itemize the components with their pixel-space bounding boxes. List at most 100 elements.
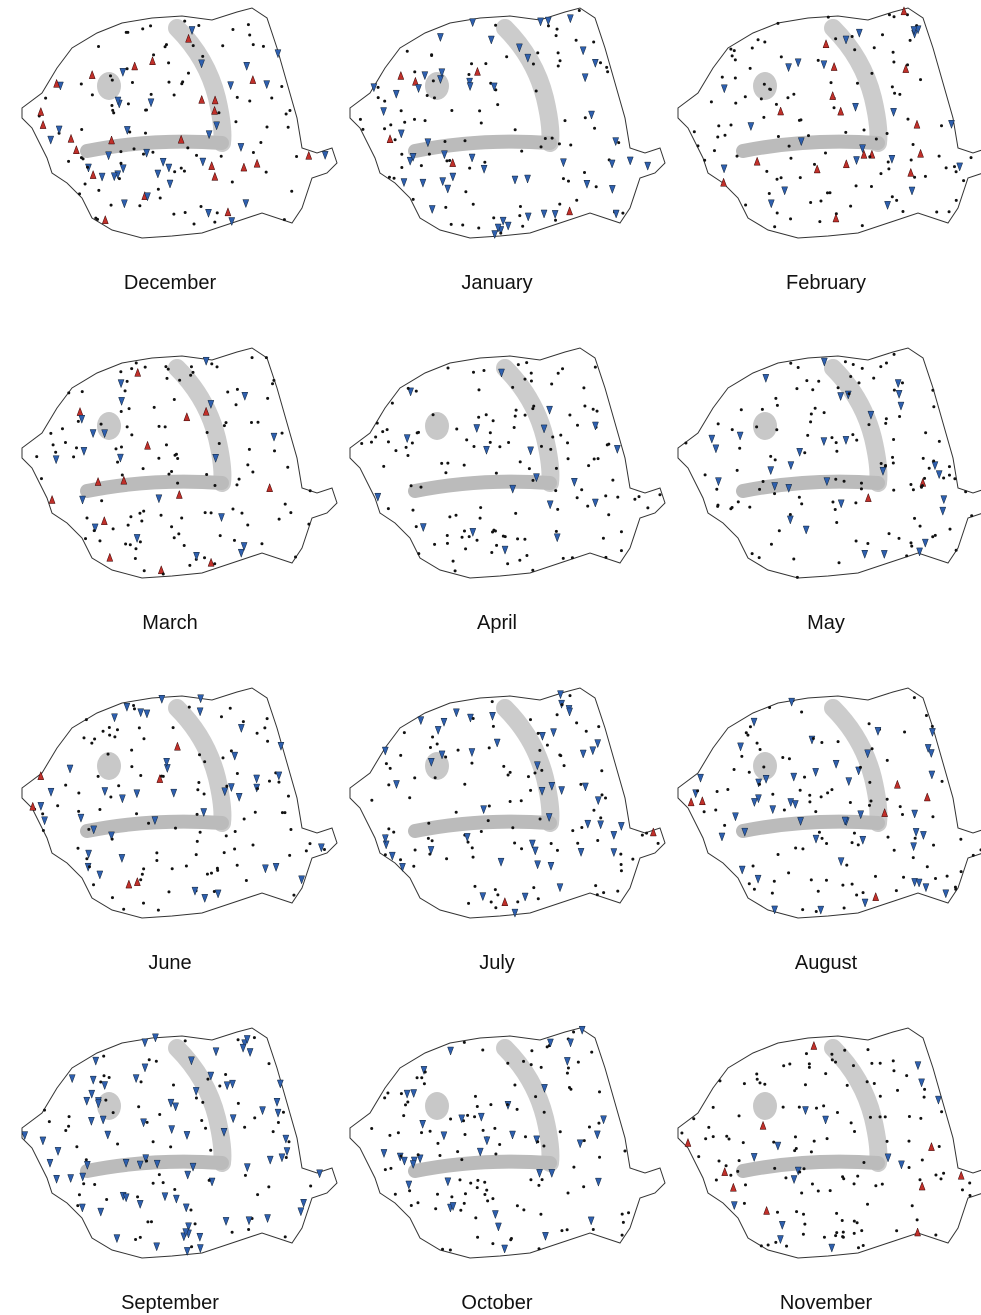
station-dot: [934, 1234, 937, 1237]
station-dot: [760, 97, 763, 100]
station-dot: [474, 1216, 477, 1219]
station-dot: [593, 457, 596, 460]
station-dot: [477, 416, 480, 419]
station-dot: [751, 552, 754, 555]
station-dot: [558, 142, 561, 145]
station-dot: [645, 832, 648, 835]
station-dot: [972, 854, 975, 857]
station-dot: [463, 1202, 466, 1205]
station-dot: [590, 1051, 593, 1054]
station-dot: [431, 839, 434, 842]
station-dot: [408, 796, 411, 799]
station-dot: [171, 867, 174, 870]
station-dot: [220, 155, 223, 158]
decrease-marker: [197, 708, 203, 716]
station-dot: [870, 185, 873, 188]
station-dot: [559, 1130, 562, 1133]
station-dot: [283, 218, 286, 221]
station-dot: [968, 1182, 971, 1185]
station-dot: [606, 443, 609, 446]
station-dot: [80, 128, 83, 131]
station-dot: [556, 28, 559, 31]
mountain: [833, 1048, 878, 1163]
station-dot: [162, 572, 165, 575]
station-dot: [133, 147, 136, 150]
station-dot: [736, 1170, 739, 1173]
station-dot: [842, 1231, 845, 1234]
panel-label: October: [461, 1292, 532, 1314]
decrease-marker: [891, 108, 897, 116]
station-dot: [725, 1135, 728, 1138]
station-dot: [383, 100, 386, 103]
decrease-marker: [594, 1131, 600, 1139]
station-dot: [226, 390, 229, 393]
station-dot: [819, 199, 822, 202]
station-dot: [789, 362, 792, 365]
station-dot: [895, 889, 898, 892]
station-dot: [759, 748, 762, 751]
station-dot: [723, 134, 726, 137]
station-dot: [605, 66, 608, 69]
station-dot: [167, 81, 170, 84]
station-dot: [100, 499, 103, 502]
station-dot: [774, 397, 777, 400]
station-dot: [910, 159, 913, 162]
station-dot: [386, 1091, 389, 1094]
increase-marker: [107, 553, 113, 561]
station-dot: [926, 865, 929, 868]
station-dot: [423, 1082, 426, 1085]
decrease-marker: [549, 1169, 555, 1177]
station-dot: [834, 1234, 837, 1237]
station-dot: [323, 848, 326, 851]
decrease-marker: [916, 879, 922, 887]
station-dot: [181, 80, 184, 83]
station-dot: [78, 192, 81, 195]
station-dot: [792, 557, 795, 560]
station-dot: [206, 873, 209, 876]
increase-marker: [924, 793, 930, 801]
increase-marker: [861, 150, 867, 158]
station-dot: [716, 135, 719, 138]
station-dot: [213, 221, 216, 224]
station-dot: [810, 878, 813, 881]
station-dot: [142, 510, 145, 513]
station-dot: [210, 511, 213, 514]
station-dot: [538, 749, 541, 752]
outline: [678, 688, 981, 918]
decrease-marker: [928, 749, 934, 757]
station-dot: [896, 1089, 899, 1092]
station-dot: [881, 33, 884, 36]
station-dot: [813, 163, 816, 166]
station-dot: [309, 489, 312, 492]
station-dot: [796, 576, 799, 579]
station-dot: [874, 1184, 877, 1187]
station-dot: [139, 1236, 142, 1239]
decrease-marker: [843, 436, 849, 444]
panel-label: May: [807, 612, 845, 634]
station-dot: [556, 508, 559, 511]
station-dot: [150, 1220, 153, 1223]
station-dot: [292, 894, 295, 897]
station-dot: [861, 367, 864, 370]
decrease-marker: [80, 496, 86, 504]
station-dot: [879, 1062, 882, 1065]
decrease-marker: [792, 800, 798, 808]
decrease-marker: [112, 714, 118, 722]
station-dot: [857, 1246, 860, 1249]
station-dot: [454, 569, 457, 572]
station-dot: [562, 557, 565, 560]
station-dot: [430, 53, 433, 56]
decrease-marker: [381, 1149, 387, 1157]
station-dot: [885, 361, 888, 364]
station-dot: [281, 811, 284, 814]
station-dot: [905, 1074, 908, 1077]
outline: [678, 1028, 981, 1258]
station-dot: [523, 538, 526, 541]
station-dot: [582, 1185, 585, 1188]
station-dot: [491, 1242, 494, 1245]
station-dot: [225, 421, 228, 424]
decrease-marker: [416, 85, 422, 93]
station-dot: [646, 506, 649, 509]
station-dot: [381, 430, 384, 433]
station-dot: [467, 73, 470, 76]
